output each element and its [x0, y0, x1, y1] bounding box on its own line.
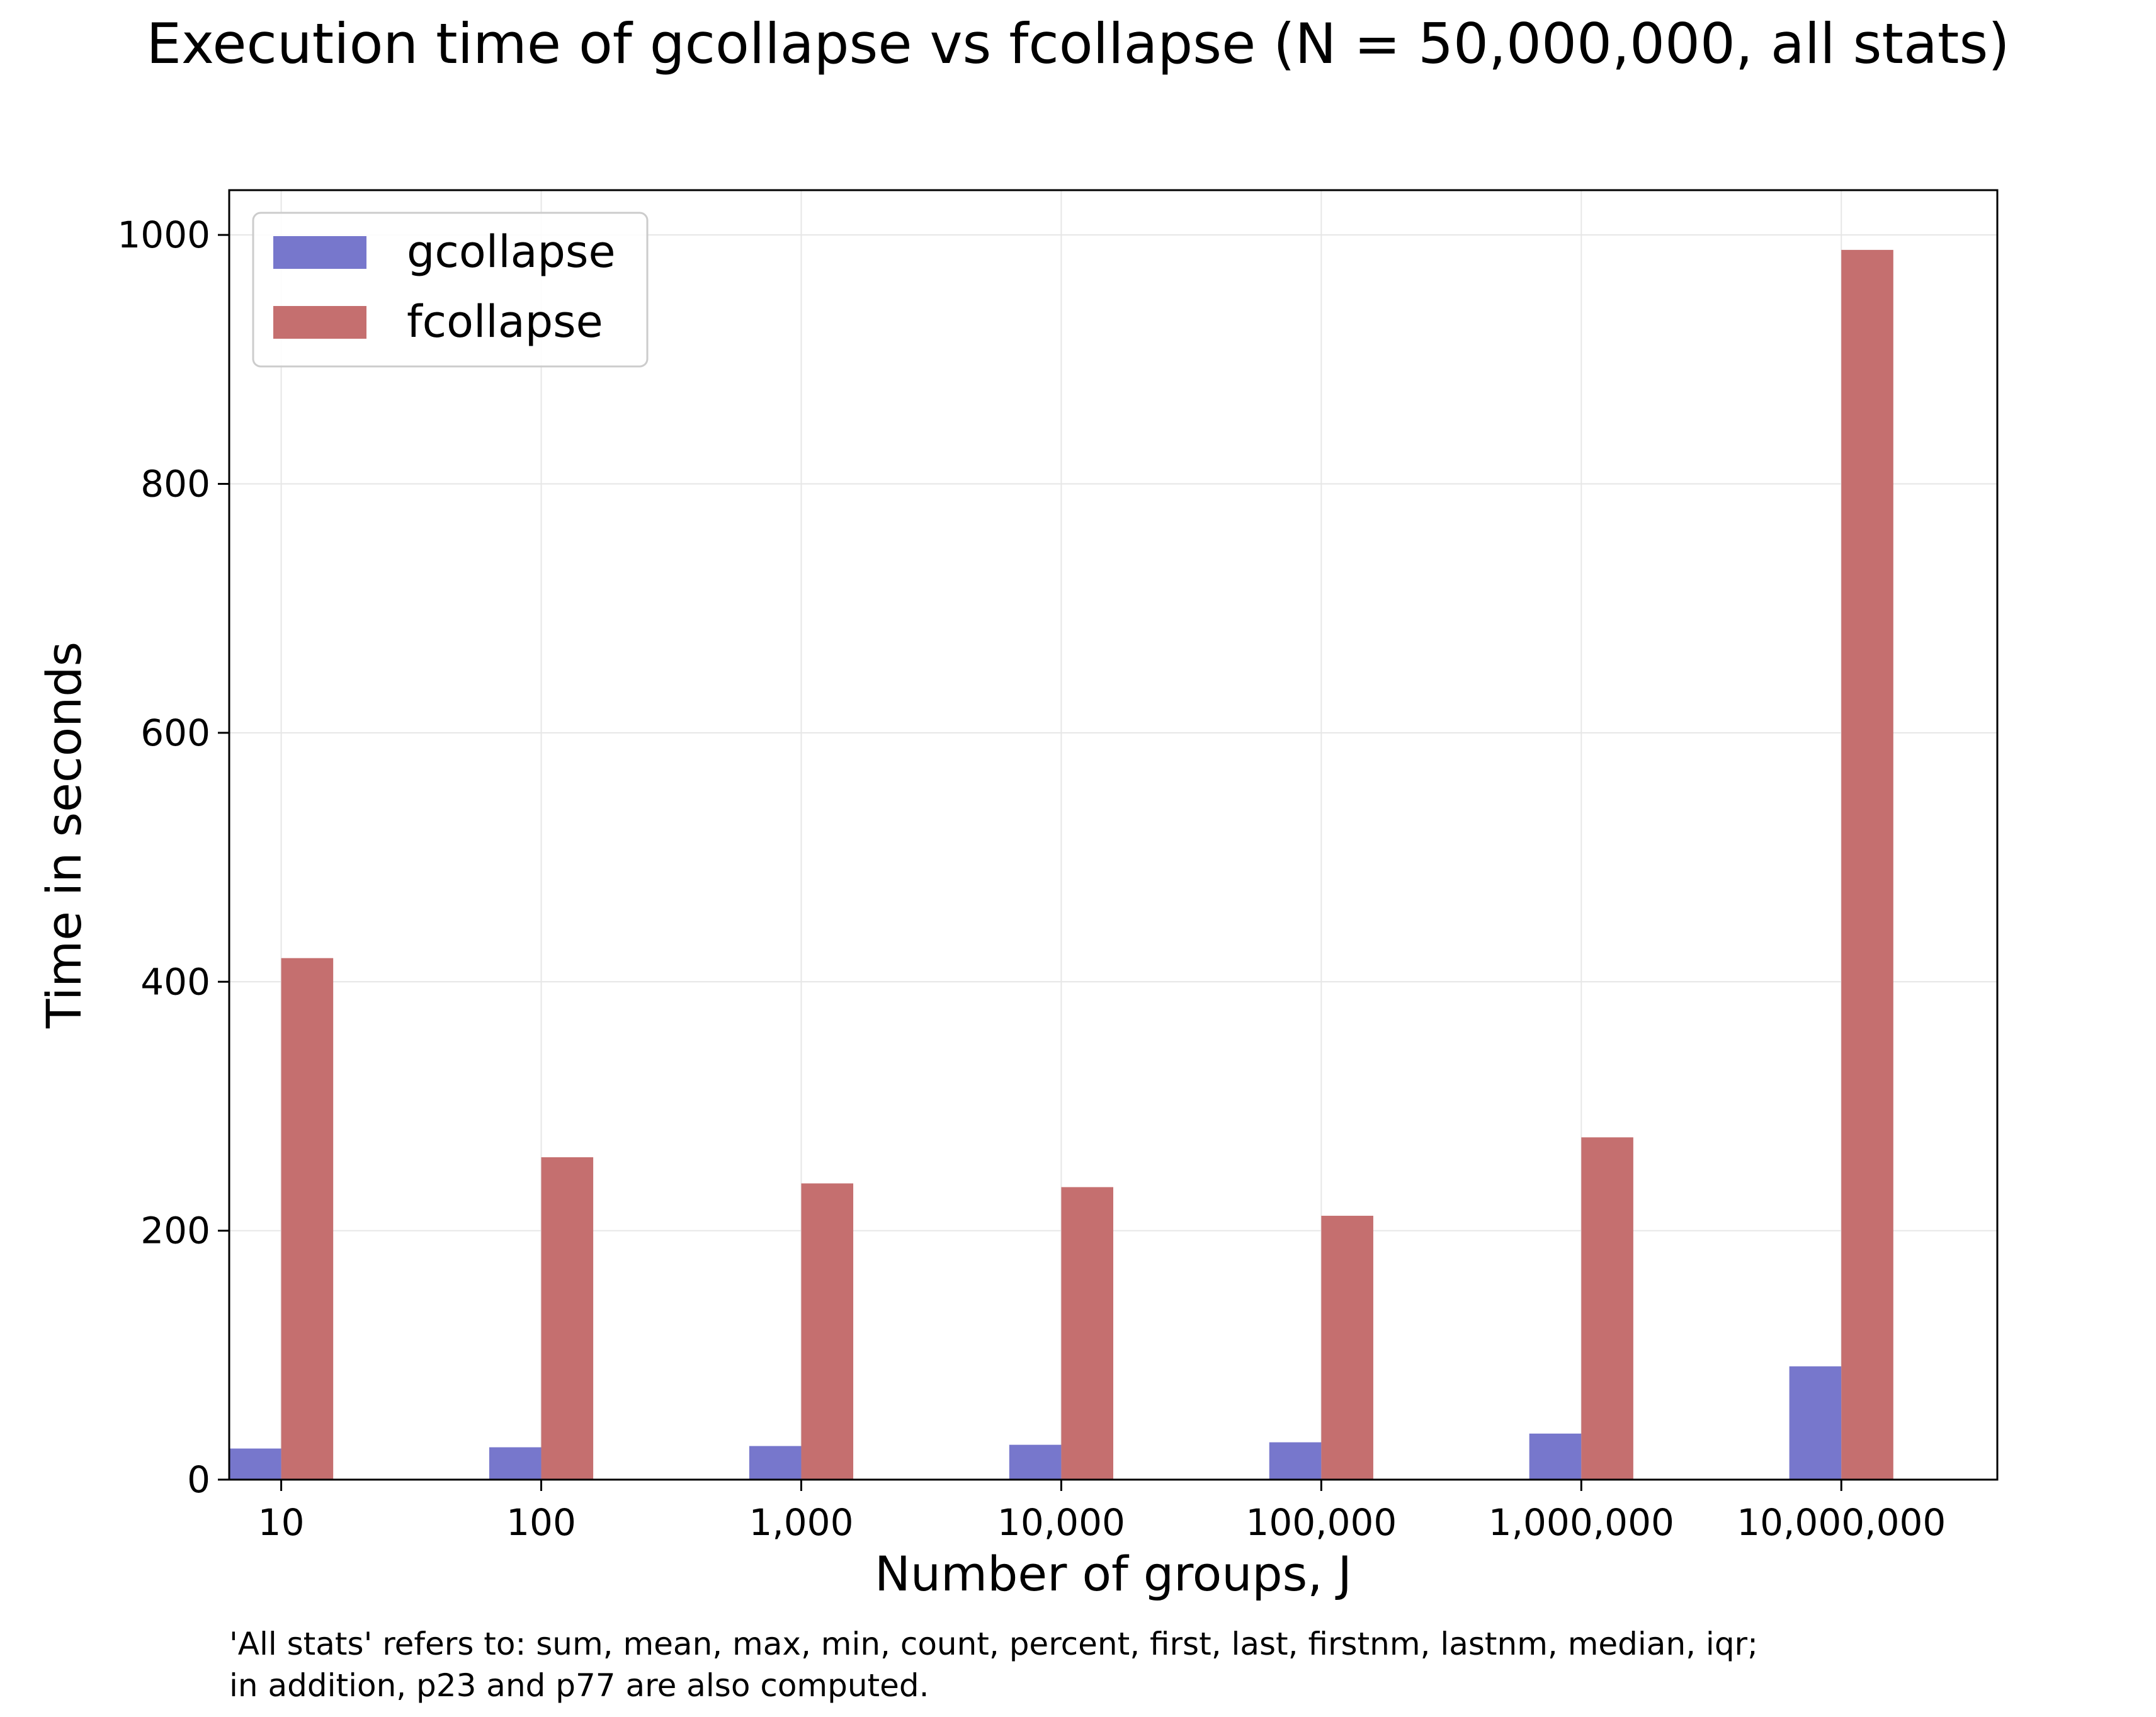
- bar-gcollapse-4: [1269, 1442, 1322, 1480]
- legend-label-fcollapse: fcollapse: [407, 296, 603, 348]
- bar-gcollapse-3: [1009, 1444, 1062, 1480]
- bar-fcollapse-3: [1061, 1187, 1113, 1480]
- legend: gcollapse fcollapse: [252, 212, 649, 368]
- axis-ticks: 0 200 400 600 800 1000 10 100 1,000 10,000 100,000…: [117, 213, 1946, 1544]
- y-tick-label: 1000: [117, 213, 210, 256]
- y-tick-label: 0: [187, 1458, 210, 1501]
- y-tick-label: 600: [140, 711, 210, 754]
- x-tick-label: 10,000,000: [1737, 1501, 1946, 1544]
- bar-gcollapse-6: [1789, 1366, 1842, 1480]
- bar-fcollapse-5: [1581, 1137, 1633, 1480]
- bar-fcollapse-6: [1841, 249, 1893, 1480]
- y-tick-label: 200: [140, 1210, 210, 1252]
- bars: [229, 249, 1893, 1480]
- x-tick-label: 100: [506, 1501, 576, 1544]
- y-tick-label: 400: [140, 960, 210, 1003]
- x-tick-label: 10: [258, 1501, 305, 1544]
- chart-title: Execution time of gcollapse vs fcollapse…: [146, 11, 2009, 76]
- y-axis-label: Time in seconds: [36, 642, 92, 1029]
- x-tick-label: 10,000: [997, 1501, 1125, 1544]
- footnote: 'All stats' refers to: sum, mean, max, m…: [229, 1626, 1758, 1704]
- x-tick-label: 1,000,000: [1489, 1501, 1674, 1544]
- bar-fcollapse-1: [541, 1157, 594, 1480]
- bar-gcollapse-5: [1529, 1433, 1582, 1480]
- legend-swatch-fcollapse: [273, 306, 366, 339]
- x-tick-label: 100,000: [1245, 1501, 1397, 1544]
- y-tick-label: 800: [140, 463, 210, 506]
- x-axis-label: Number of groups, J: [875, 1546, 1352, 1602]
- legend-label-gcollapse: gcollapse: [407, 226, 616, 278]
- bar-gcollapse-2: [749, 1446, 802, 1480]
- x-tick-label: 1,000: [749, 1501, 853, 1544]
- bar-fcollapse-0: [281, 958, 334, 1480]
- bar-gcollapse-1: [489, 1447, 542, 1480]
- bar-fcollapse-2: [801, 1183, 854, 1480]
- legend-swatch-gcollapse: [273, 236, 366, 269]
- bar-fcollapse-4: [1321, 1215, 1373, 1480]
- plot-frame: [228, 189, 1999, 1481]
- bar-gcollapse-0: [229, 1448, 281, 1480]
